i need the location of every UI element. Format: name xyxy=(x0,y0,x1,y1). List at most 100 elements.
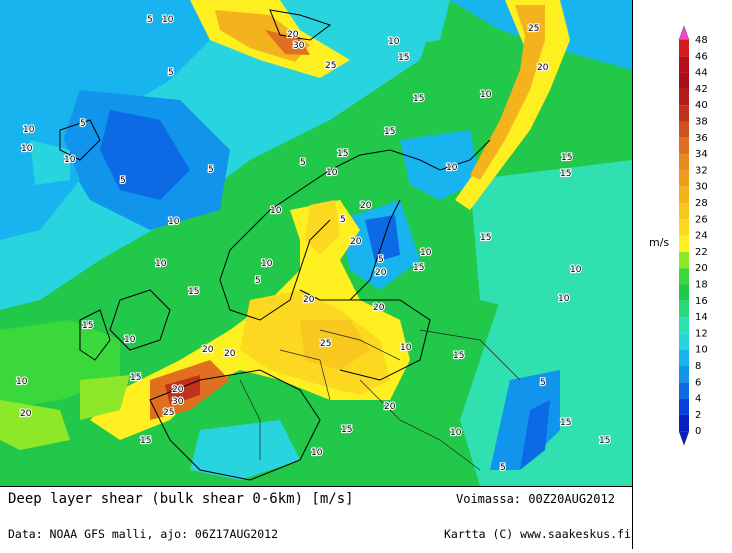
legend-tick-label: 10 xyxy=(695,345,708,356)
legend-tick-label: 18 xyxy=(695,280,708,291)
jet-baltic-core xyxy=(300,320,370,370)
legend-tick-label: 14 xyxy=(695,312,708,323)
contour-value-label: 15 xyxy=(413,94,424,104)
legend-swatch xyxy=(679,203,689,220)
legend-swatch xyxy=(679,284,689,301)
contour-value-label: 10 xyxy=(64,155,76,165)
contour-value-label: 10 xyxy=(23,125,35,135)
contour-value-label: 5 xyxy=(208,165,214,175)
legend-tick-label: 38 xyxy=(695,117,708,128)
contour-value-label: 10 xyxy=(446,163,458,173)
legend-tick-label: 32 xyxy=(695,165,708,176)
legend-tick-label: 4 xyxy=(695,394,701,405)
contour-value-label: 25 xyxy=(163,408,174,418)
contour-value-label: 20 xyxy=(375,268,387,278)
contour-value-label: 15 xyxy=(82,321,93,331)
contour-value-label: 10 xyxy=(124,335,136,345)
legend-tick-label: 12 xyxy=(695,328,708,339)
contour-value-label: 10 xyxy=(450,428,462,438)
legend-swatch xyxy=(679,56,689,73)
contour-value-label: 10 xyxy=(16,377,28,387)
legend-tick-label: 34 xyxy=(695,149,708,160)
legend-swatch xyxy=(679,366,689,383)
contour-value-label: 15 xyxy=(384,127,395,137)
contour-value-label: 10 xyxy=(400,343,412,353)
contour-value-label: 20 xyxy=(287,30,299,40)
contour-value-label: 10 xyxy=(311,448,323,458)
contour-value-label: 15 xyxy=(188,287,199,297)
contour-value-label: 5 xyxy=(300,158,306,168)
legend-tick-label: 28 xyxy=(695,198,708,209)
field-blue-kola xyxy=(400,130,480,200)
legend-tick-label: 20 xyxy=(695,263,708,274)
legend-tick-label: 30 xyxy=(695,182,708,193)
contour-value-label: 5 xyxy=(340,215,346,225)
legend-swatch xyxy=(679,349,689,366)
legend-tick-label: 0 xyxy=(695,426,701,437)
legend-swatch xyxy=(679,382,689,399)
legend-swatch xyxy=(679,219,689,236)
contour-value-label: 20 xyxy=(172,385,184,395)
field-lime-sw xyxy=(0,400,70,450)
contour-value-label: 10 xyxy=(162,15,174,25)
legend-tick-label: 2 xyxy=(695,410,701,421)
contour-value-label: 15 xyxy=(453,351,464,361)
contour-value-label: 15 xyxy=(140,436,151,446)
legend-tick-label: 46 xyxy=(695,51,708,62)
legend-swatch xyxy=(679,72,689,89)
color-legend: 48 46 44 42 40 38 36 34 32 30 28 26 24 22 20 18 16 14 12 10… xyxy=(633,0,732,549)
contour-value-label: 20 xyxy=(303,295,315,305)
contour-value-label: 20 xyxy=(360,201,372,211)
contour-value-label: 5 xyxy=(500,463,506,473)
legend-tick-label: 6 xyxy=(695,377,701,388)
field-cyan-north xyxy=(330,0,450,50)
legend-swatch xyxy=(679,251,689,269)
legend-swatch xyxy=(679,88,689,106)
contour-value-label: 15 xyxy=(560,418,571,428)
contour-value-label: 15 xyxy=(130,373,141,383)
contour-value-label: 15 xyxy=(480,233,491,243)
contour-value-label: 30 xyxy=(293,41,305,51)
contour-value-label: 30 xyxy=(172,397,184,407)
contour-value-label: 10 xyxy=(480,90,492,100)
contour-value-label: 20 xyxy=(224,349,236,359)
contour-value-label: 5 xyxy=(378,255,384,265)
contour-value-label: 25 xyxy=(528,24,539,34)
field-deep-blue-finland xyxy=(365,215,400,262)
field-deep-blue xyxy=(100,110,190,200)
contour-value-label: 15 xyxy=(341,425,352,435)
legend-swatch xyxy=(679,40,689,57)
contour-value-label: 25 xyxy=(325,61,336,71)
contour-value-label: 15 xyxy=(413,263,424,273)
contour-value-label: 5 xyxy=(120,176,126,186)
legend-swatch xyxy=(679,398,689,415)
legend-swatch xyxy=(679,105,689,122)
contour-value-label: 15 xyxy=(561,153,572,163)
legend-swatch xyxy=(679,333,689,350)
contour-value-label: 5 xyxy=(540,378,546,388)
legend-tick-label: 26 xyxy=(695,214,708,225)
contour-value-label: 5 xyxy=(168,68,174,78)
legend-tick-label: 36 xyxy=(695,133,708,144)
contour-value-label: 10 xyxy=(388,37,400,47)
field-deep-blue-se xyxy=(520,400,550,470)
valid-time: Voimassa: 00Z20AUG2012 xyxy=(456,492,615,506)
legend-swatch xyxy=(679,154,689,171)
contour-value-label: 20 xyxy=(373,303,385,313)
data-source: Data: NOAA GFS malli, ajo: 06Z17AUG2012 xyxy=(8,527,279,541)
contour-value-label: 10 xyxy=(21,144,33,154)
legend-tick-label: 8 xyxy=(695,361,701,372)
contour-value-label: 10 xyxy=(168,217,180,227)
legend-tick-label: 44 xyxy=(695,68,708,79)
legend-tick-label: 42 xyxy=(695,84,708,95)
field-cyan-patch xyxy=(30,140,70,185)
contour-value-label: 15 xyxy=(599,436,610,446)
field-blue-nw xyxy=(0,0,210,170)
contour-value-label: 10 xyxy=(420,248,432,258)
legend-swatch xyxy=(679,300,689,318)
jet-sw-core xyxy=(165,375,200,405)
contour-value-label: 10 xyxy=(261,259,273,269)
field-aqua-east xyxy=(470,160,632,320)
